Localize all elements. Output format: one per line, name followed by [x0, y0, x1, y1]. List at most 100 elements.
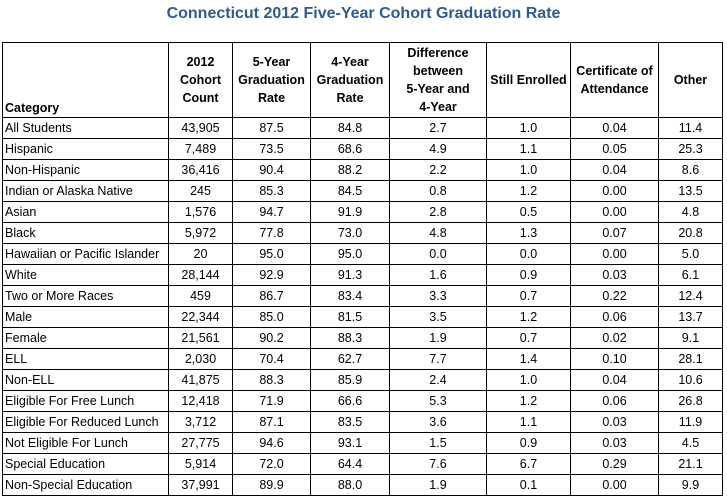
value-cell: 88.2: [310, 159, 390, 181]
value-cell: 68.6: [310, 138, 390, 160]
value-cell: 1.0: [486, 159, 571, 181]
value-cell: 27,775: [168, 432, 233, 454]
table-row: Black 5,972 77.8 73.0 4.8 1.3 0.07 20.8: [2, 222, 723, 244]
value-cell: 6.1: [658, 264, 723, 286]
value-cell: 0.00: [570, 201, 659, 223]
value-cell: 36,416: [168, 159, 233, 181]
value-cell: 0.22: [570, 285, 659, 307]
category-cell: Eligible For Free Lunch: [2, 390, 169, 412]
category-cell: Special Education: [2, 453, 169, 475]
value-cell: 71.9: [232, 390, 311, 412]
value-cell: 77.8: [232, 222, 311, 244]
value-cell: 6.7: [486, 453, 571, 475]
value-cell: 21.1: [658, 453, 723, 475]
table-row: Non-Hispanic 36,416 90.4 88.2 2.2 1.0 0.04 8.6: [2, 159, 723, 181]
value-cell: 85.3: [232, 180, 311, 202]
value-cell: 9.9: [658, 474, 723, 496]
value-cell: 1.9: [389, 474, 487, 496]
value-cell: 2.7: [389, 117, 487, 139]
value-cell: 1.1: [486, 411, 571, 433]
value-cell: 28,144: [168, 264, 233, 286]
value-cell: 4.8: [389, 222, 487, 244]
value-cell: 87.5: [232, 117, 311, 139]
value-cell: 2,030: [168, 348, 233, 370]
value-cell: 81.5: [310, 306, 390, 328]
table-row: Hawaiian or Pacific Islander 20 95.0 95.0 0.…: [2, 243, 723, 265]
table-row: All Students 43,905 87.5 84.8 2.7 1.0 0.04 11.4: [2, 117, 723, 139]
value-cell: 62.7: [310, 348, 390, 370]
value-cell: 0.03: [570, 264, 659, 286]
value-cell: 0.04: [570, 369, 659, 391]
category-cell: All Students: [2, 117, 169, 139]
value-cell: 5.0: [658, 243, 723, 265]
value-cell: 1.2: [486, 306, 571, 328]
value-cell: 2.2: [389, 159, 487, 181]
value-cell: 86.7: [232, 285, 311, 307]
table-row: White 28,144 92.9 91.3 1.6 0.9 0.03 6.1: [2, 264, 723, 286]
value-cell: 89.9: [232, 474, 311, 496]
column-header: Certificate of Attendance: [570, 42, 659, 118]
value-cell: 1.5: [389, 432, 487, 454]
value-cell: 85.0: [232, 306, 311, 328]
category-cell: White: [2, 264, 169, 286]
value-cell: 84.5: [310, 180, 390, 202]
value-cell: 0.06: [570, 306, 659, 328]
value-cell: 88.3: [232, 369, 311, 391]
table-row: Male 22,344 85.0 81.5 3.5 1.2 0.06 13.7: [2, 306, 723, 328]
value-cell: 41,875: [168, 369, 233, 391]
value-cell: 0.10: [570, 348, 659, 370]
value-cell: 88.3: [310, 327, 390, 349]
value-cell: 5,914: [168, 453, 233, 475]
data-table: Category 2012 Cohort Count 5-Year Graduati…: [2, 42, 723, 496]
category-cell: Black: [2, 222, 169, 244]
value-cell: 3.5: [389, 306, 487, 328]
value-cell: 0.0: [389, 243, 487, 265]
value-cell: 0.9: [486, 264, 571, 286]
value-cell: 0.07: [570, 222, 659, 244]
category-cell: Two or More Races: [2, 285, 169, 307]
value-cell: 0.0: [486, 243, 571, 265]
value-cell: 21,561: [168, 327, 233, 349]
table-row: Special Education 5,914 72.0 64.4 7.6 6.7 0.29…: [2, 453, 723, 475]
value-cell: 0.05: [570, 138, 659, 160]
value-cell: 0.7: [486, 285, 571, 307]
category-cell: Not Eligible For Lunch: [2, 432, 169, 454]
value-cell: 37,991: [168, 474, 233, 496]
table-row: Indian or Alaska Native 245 85.3 84.5 0.8 1.2…: [2, 180, 723, 202]
category-cell: Non-Special Education: [2, 474, 169, 496]
value-cell: 4.5: [658, 432, 723, 454]
header-row: Category 2012 Cohort Count 5-Year Graduati…: [2, 42, 723, 118]
table-row: Not Eligible For Lunch 27,775 94.6 93.1 1.5 0…: [2, 432, 723, 454]
value-cell: 4.9: [389, 138, 487, 160]
value-cell: 64.4: [310, 453, 390, 475]
category-cell: Hawaiian or Pacific Islander: [2, 243, 169, 265]
value-cell: 2.8: [389, 201, 487, 223]
value-cell: 83.5: [310, 411, 390, 433]
value-cell: 1.0: [486, 369, 571, 391]
value-cell: 10.6: [658, 369, 723, 391]
table-row: Female 21,561 90.2 88.3 1.9 0.7 0.02 9.1: [2, 327, 723, 349]
value-cell: 85.9: [310, 369, 390, 391]
category-cell: ELL: [2, 348, 169, 370]
column-header: 4-Year Graduation Rate: [310, 42, 390, 118]
column-header: 2012 Cohort Count: [168, 42, 233, 118]
column-header: 5-Year Graduation Rate: [232, 42, 311, 118]
value-cell: 0.8: [389, 180, 487, 202]
value-cell: 0.03: [570, 432, 659, 454]
table-row: ELL 2,030 70.4 62.7 7.7 1.4 0.10 28.1: [2, 348, 723, 370]
category-cell: Indian or Alaska Native: [2, 180, 169, 202]
value-cell: 12.4: [658, 285, 723, 307]
value-cell: 245: [168, 180, 233, 202]
table-row: Non-Special Education 37,991 89.9 88.0 1.9 0.…: [2, 474, 723, 496]
value-cell: 0.00: [570, 243, 659, 265]
value-cell: 1.4: [486, 348, 571, 370]
value-cell: 20.8: [658, 222, 723, 244]
value-cell: 73.5: [232, 138, 311, 160]
value-cell: 0.29: [570, 453, 659, 475]
value-cell: 0.7: [486, 327, 571, 349]
value-cell: 0.03: [570, 411, 659, 433]
value-cell: 1.9: [389, 327, 487, 349]
value-cell: 87.1: [232, 411, 311, 433]
value-cell: 9.1: [658, 327, 723, 349]
value-cell: 72.0: [232, 453, 311, 475]
